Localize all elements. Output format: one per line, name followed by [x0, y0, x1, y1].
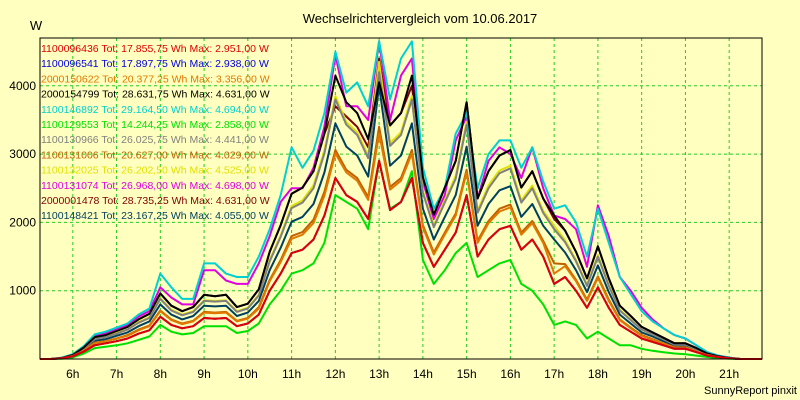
series-line-6: [40, 71, 762, 360]
y-tick-label-2: 3000: [9, 147, 36, 161]
x-ticks: 6h 7h 8h 9h 10h 11h 12h 13h 14h 15h 16h 17h 18h 19h 20…: [66, 367, 739, 381]
y-tick-label-1: 2000: [9, 215, 36, 229]
plot-frame: [39, 37, 763, 360]
legend-entry-5: 1100129553 Tot: 14.244,25 Wh Max: 2.858,…: [41, 119, 269, 131]
x-tick-label-10: 16h: [500, 367, 520, 381]
legend-entry-6: 1100130966 Tot: 26.025,75 Wh Max: 4.441,…: [41, 134, 269, 146]
x-tick-label-3: 9h: [197, 367, 210, 381]
legend-entry-3: 2000154799 Tot: 28.631,75 Wh Max: 4.631,…: [41, 89, 270, 101]
y-tick-label-3: 4000: [9, 79, 36, 93]
x-tick-label-11: 17h: [544, 367, 564, 381]
x-tick-label-13: 19h: [632, 367, 652, 381]
series-line-0: [40, 159, 762, 360]
y-ticks: 1000 2000 3000 4000: [9, 79, 36, 298]
x-tick-label-8: 14h: [413, 367, 433, 381]
x-tick-label-4: 10h: [238, 367, 258, 381]
legend-entry-8: 1100132025 Tot: 26.202,50 Wh Max: 4.525,…: [41, 165, 269, 177]
x-tick-label-14: 20h: [675, 367, 695, 381]
x-tick-label-12: 18h: [588, 367, 608, 381]
series-line-11: [40, 84, 762, 360]
series-line-2: [40, 132, 762, 360]
x-tick-label-7: 13h: [369, 367, 389, 381]
x-tick-label-9: 15h: [457, 367, 477, 381]
x-tick-label-5: 11h: [282, 367, 301, 381]
legend-entry-1: 1100096541 Tot: 17.897,75 Wh Max: 2.938,…: [41, 58, 269, 70]
legend-entry-7: 1100131006 Tot: 20.627,00 Wh Max: 4.029,…: [41, 149, 269, 161]
footer-credit: SunnyReport pinxit: [704, 385, 797, 397]
chart-title: Wechselrichtervergleich vom 10.06.2017: [303, 11, 538, 26]
legend-entry-4: 1100146892 Tot: 29.164,50 Wh Max: 4.694,…: [41, 104, 269, 116]
x-tick-label-1: 7h: [110, 367, 123, 381]
y-tick-label-0: 1000: [9, 284, 36, 298]
x-tick-label-15: 21h: [719, 367, 739, 381]
legend-entry-9: 1100131074 Tot: 26.968,00 Wh Max: 4.698,…: [41, 180, 269, 192]
series-line-7: [40, 125, 762, 360]
legend-entry-11: 1100148421 Tot: 23.167,25 Wh Max: 4.055,…: [41, 210, 269, 222]
legend-entry-0: 1100096436 Tot: 17.855,75 Wh Max: 2.951,…: [41, 43, 269, 55]
x-tick-label-0: 6h: [66, 367, 79, 381]
legend: 1100096436 Tot: 17.855,75 Wh Max: 2.951,…: [41, 43, 270, 222]
series-line-4: [40, 40, 762, 360]
legend-entry-2: 2000150622 Tot: 20.377,25 Wh Max: 3.356,…: [41, 73, 270, 85]
x-tick-label-6: 12h: [325, 367, 345, 381]
series-lines: [40, 40, 762, 360]
series-line-9: [40, 40, 762, 360]
y-axis-unit: W: [30, 18, 43, 33]
x-tick-label-2: 8h: [154, 367, 167, 381]
series-line-3: [40, 74, 762, 360]
legend-entry-10: 2000001478 Tot: 28.735,25 Wh Max: 4.631,…: [41, 195, 270, 207]
